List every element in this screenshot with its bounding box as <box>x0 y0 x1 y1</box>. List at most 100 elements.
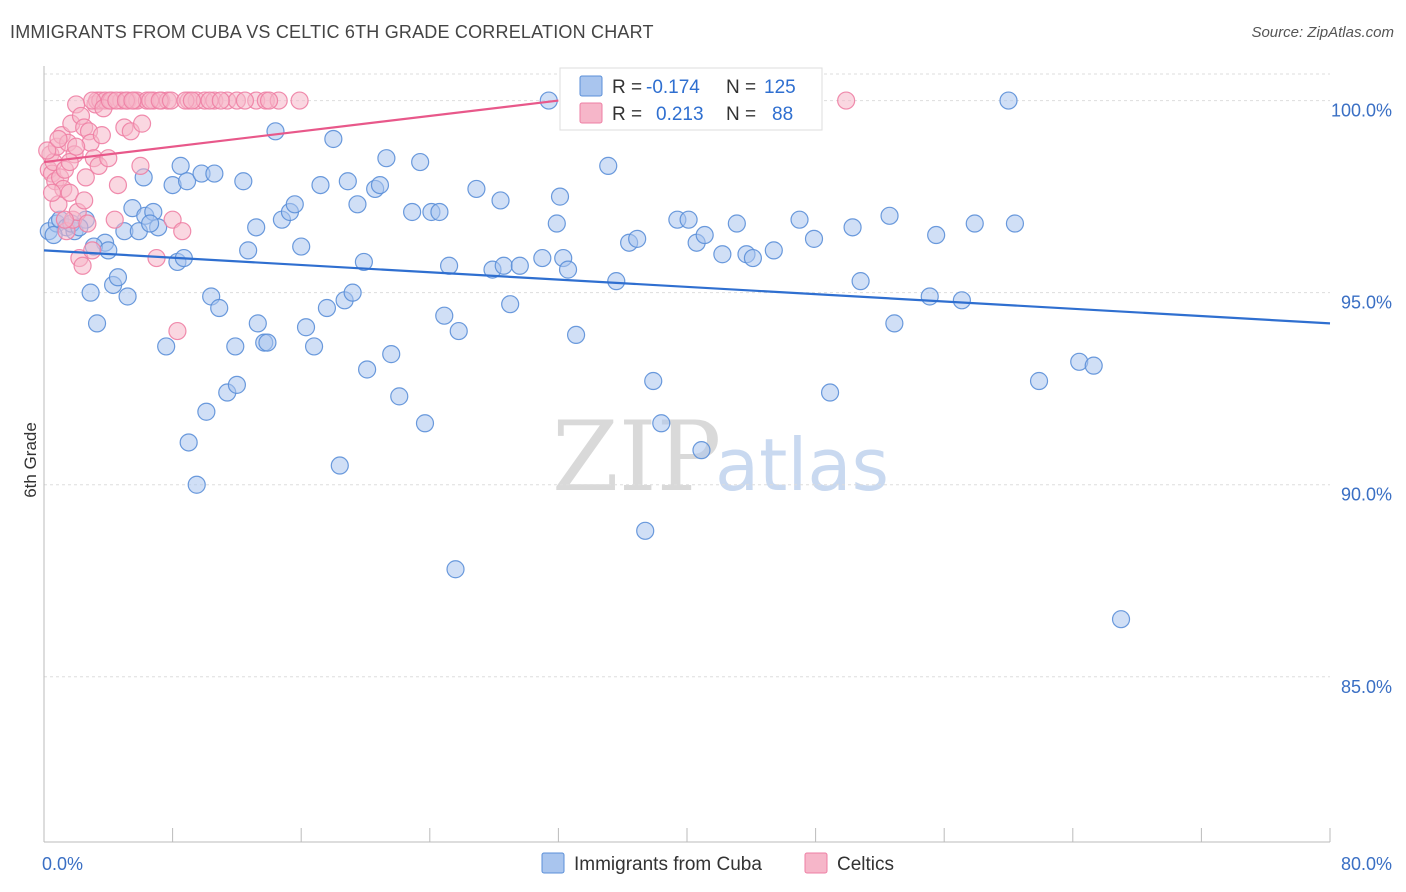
celtics-point <box>38 141 57 160</box>
gridlines <box>44 73 1330 678</box>
celtics-point <box>92 126 111 145</box>
cuba-point <box>108 268 128 287</box>
bottom-legend-label-cuba: Immigrants from Cuba <box>574 854 762 875</box>
cuba-point <box>226 337 245 356</box>
legend-n-label-celtics: N = <box>726 104 756 125</box>
celtics-point <box>173 222 192 241</box>
cuba-point <box>743 248 763 268</box>
cuba-point <box>952 291 971 310</box>
cuba-point <box>370 175 390 195</box>
cuba-point <box>234 172 253 191</box>
legend-background <box>559 67 823 131</box>
celtics-point <box>60 183 79 202</box>
bottom-legend-swatch-celtics <box>804 852 828 874</box>
cuba-point <box>227 375 246 394</box>
cuba-point <box>266 122 285 141</box>
cuba-point <box>494 256 513 275</box>
celtics-point <box>83 241 102 260</box>
bottom-legend-label-celtics: Celtics <box>837 854 894 875</box>
cuba-point <box>764 241 783 260</box>
cuba-point <box>1005 214 1025 233</box>
cuba-point <box>358 360 377 379</box>
cuba-point <box>713 245 732 264</box>
celtics-point <box>168 321 187 341</box>
legend-r-value-cuba: -0.174 <box>646 77 700 98</box>
cuba-point <box>790 210 809 229</box>
cuba-point <box>727 214 746 233</box>
cuba-point <box>338 172 357 191</box>
legend-n-label-cuba: N = <box>726 77 756 98</box>
cuba-point <box>415 414 435 433</box>
cuba-point <box>558 260 578 279</box>
cuba-point <box>927 225 946 245</box>
watermark-atlas: atlas <box>715 423 889 507</box>
celtics-point <box>123 91 142 110</box>
cuba-point <box>390 387 409 406</box>
cuba-point <box>411 152 430 172</box>
cuba-point <box>343 283 362 302</box>
celtics-point <box>76 168 95 187</box>
cuba-point <box>285 195 304 214</box>
cuba-point <box>430 202 449 222</box>
cuba-point <box>628 229 647 248</box>
cuba-point <box>87 314 107 333</box>
y-tick-label: 95.0% <box>1341 293 1392 313</box>
source-label: Source: ZipAtlas.com <box>1251 24 1394 41</box>
cuba-point <box>566 325 586 345</box>
cuba-point <box>377 149 396 168</box>
bottom-legend-swatch-cuba <box>541 852 565 874</box>
celtics-point <box>837 91 856 110</box>
series-celtics-points <box>38 91 856 341</box>
cuba-point <box>607 272 626 291</box>
cuba-point <box>348 195 367 214</box>
cuba-point <box>885 314 904 333</box>
x-tick-label-max: 80.0% <box>1341 854 1392 874</box>
celtics-point <box>73 256 92 275</box>
legend-r-label-cuba: R = <box>612 77 642 98</box>
cuba-point <box>446 560 465 579</box>
cuba-point <box>692 441 711 460</box>
cuba-point <box>239 241 258 260</box>
trend-lines <box>43 99 1331 325</box>
cuba-point <box>179 433 198 452</box>
cuba-point <box>99 241 118 260</box>
cuba-point <box>533 248 552 268</box>
cuba-point <box>1084 356 1103 375</box>
celtics-point <box>78 214 97 233</box>
cuba-point <box>435 306 454 325</box>
cuba-point <box>820 383 840 402</box>
cuba-point <box>247 218 266 237</box>
legend-swatch-cuba <box>579 75 603 97</box>
cuba-point <box>965 214 984 233</box>
celtics-point <box>75 191 94 210</box>
legend-r-value-celtics: 0.213 <box>656 104 704 125</box>
trend-line-celtics <box>43 99 559 164</box>
cuba-point <box>210 298 229 318</box>
cuba-point <box>501 295 520 314</box>
cuba-point <box>177 172 197 191</box>
celtics-point <box>182 91 201 110</box>
cuba-point <box>880 206 899 225</box>
celtics-point <box>211 91 230 110</box>
y-tick-label: 85.0% <box>1341 677 1392 697</box>
cuba-point <box>491 191 510 210</box>
cuba-point <box>157 337 176 356</box>
cuba-point <box>599 156 618 175</box>
cuba-point <box>439 256 459 275</box>
cuba-point <box>296 318 316 337</box>
celtics-point <box>108 175 128 195</box>
cuba-point <box>248 314 267 333</box>
cuba-point <box>311 175 330 195</box>
celtics-point <box>105 210 124 229</box>
cuba-point <box>324 129 343 149</box>
legend-r-label-celtics: R = <box>612 104 642 125</box>
watermark-zip: ZIP <box>552 401 721 513</box>
chart-title: IMMIGRANTS FROM CUBA VS CELTIC 6TH GRADE… <box>10 22 654 42</box>
cuba-point <box>652 414 671 433</box>
axes: 85.0% 90.0% 95.0% 100.0% <box>43 66 1392 843</box>
legend-box: R = -0.174 N = 125 R = 0.213 N = 88 <box>559 67 823 131</box>
celtics-point <box>55 210 74 229</box>
celtics-point <box>67 137 86 156</box>
cuba-point <box>140 214 160 233</box>
cuba-point <box>382 345 401 364</box>
